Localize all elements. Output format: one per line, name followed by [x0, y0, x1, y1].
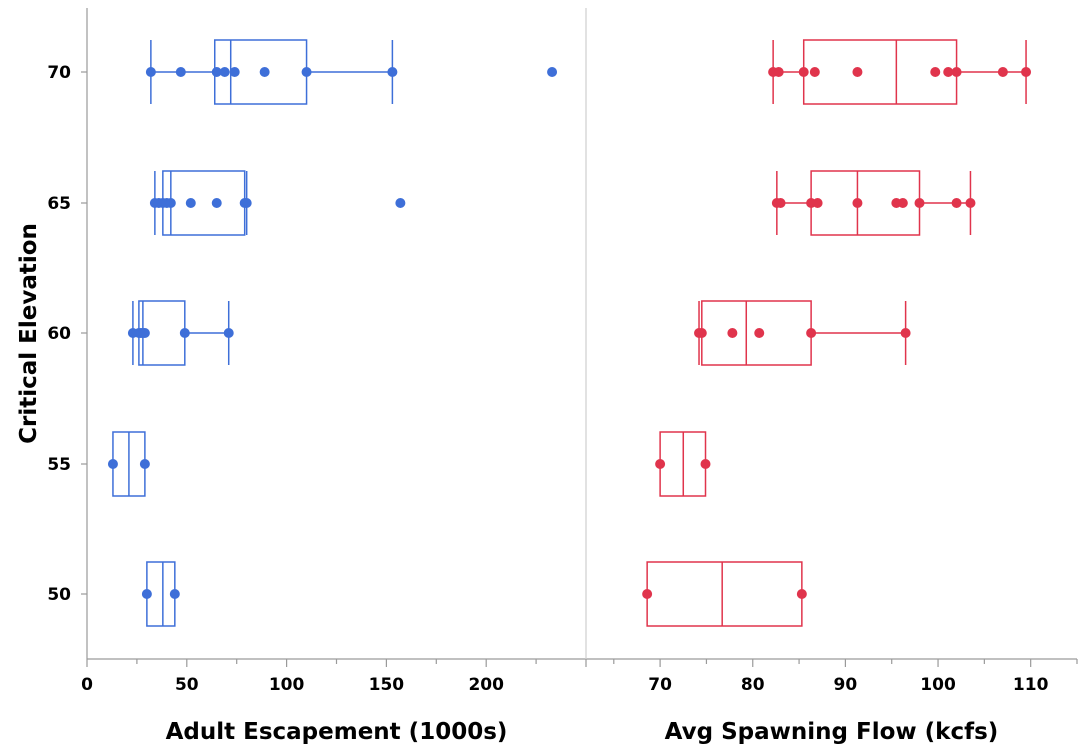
data-point: [219, 67, 230, 77]
box-group-60: [127, 300, 234, 366]
x-tick-label: 100: [269, 675, 305, 695]
data-point: [943, 67, 954, 77]
chart-labels: 50 55 60 65 70 Critical Elevation 0 50 100 150 200…: [16, 63, 1049, 745]
box-group-60: [694, 300, 911, 366]
box-iqr: [646, 561, 803, 627]
data-point: [241, 198, 252, 208]
data-point: [175, 67, 186, 77]
data-point: [852, 198, 863, 208]
y-tick-label: 60: [47, 324, 71, 344]
x-tick-label: 70: [648, 675, 672, 695]
data-point: [642, 589, 653, 599]
y-tick-label: 50: [47, 585, 71, 605]
data-point: [145, 67, 156, 77]
data-point: [812, 198, 823, 208]
data-point: [700, 459, 711, 469]
data-point: [211, 67, 222, 77]
data-point: [852, 67, 863, 77]
data-point: [997, 67, 1008, 77]
x-tick-label: 150: [369, 675, 405, 695]
data-point: [951, 198, 962, 208]
box-group-65: [771, 170, 976, 236]
data-point: [696, 328, 707, 338]
data-point: [754, 328, 765, 338]
data-point: [655, 459, 666, 469]
data-point: [930, 67, 941, 77]
data-point: [727, 328, 738, 338]
data-point: [1021, 67, 1032, 77]
data-point: [547, 67, 558, 77]
data-point: [395, 198, 406, 208]
y-axis-title: Critical Elevation: [16, 223, 42, 444]
chart-marks: [107, 39, 1032, 627]
x-axis-title: Adult Escapement (1000s): [166, 719, 508, 745]
x-axis-title: Avg Spawning Flow (kcfs): [665, 719, 999, 745]
box-group-70: [768, 39, 1032, 105]
data-point: [141, 589, 152, 599]
plot-frame: [81, 8, 1078, 667]
data-point: [139, 328, 150, 338]
data-point: [229, 67, 240, 77]
data-point: [107, 459, 118, 469]
box-group-65: [149, 170, 406, 236]
data-point: [806, 328, 817, 338]
x-tick-label: 50: [175, 675, 199, 695]
box-group-55: [107, 431, 150, 497]
x-tick-label: 0: [81, 675, 93, 695]
data-point: [139, 459, 150, 469]
data-point: [900, 328, 911, 338]
data-point: [165, 198, 176, 208]
x-tick-label: 90: [834, 675, 858, 695]
y-tick-label: 70: [47, 63, 71, 83]
data-point: [169, 589, 180, 599]
data-point: [259, 67, 270, 77]
data-point: [965, 198, 976, 208]
data-point: [914, 198, 925, 208]
box-group-50: [642, 561, 807, 627]
y-tick-label: 65: [47, 194, 71, 214]
data-point: [796, 589, 807, 599]
data-point: [301, 67, 312, 77]
data-point: [951, 67, 962, 77]
x-tick-label: 200: [468, 675, 504, 695]
y-tick-label: 55: [47, 455, 71, 475]
data-point: [185, 198, 196, 208]
data-point: [775, 198, 786, 208]
data-point: [897, 198, 908, 208]
box-group-55: [655, 431, 711, 497]
x-tick-label: 100: [920, 675, 956, 695]
data-point: [798, 67, 809, 77]
data-point: [809, 67, 820, 77]
x-tick-label: 80: [741, 675, 765, 695]
data-point: [179, 328, 190, 338]
x-tick-label: 110: [1013, 675, 1049, 695]
data-point: [223, 328, 234, 338]
data-point: [773, 67, 784, 77]
data-point: [387, 67, 398, 77]
box-group-50: [141, 561, 180, 627]
data-point: [211, 198, 222, 208]
box-group-70: [145, 39, 558, 105]
